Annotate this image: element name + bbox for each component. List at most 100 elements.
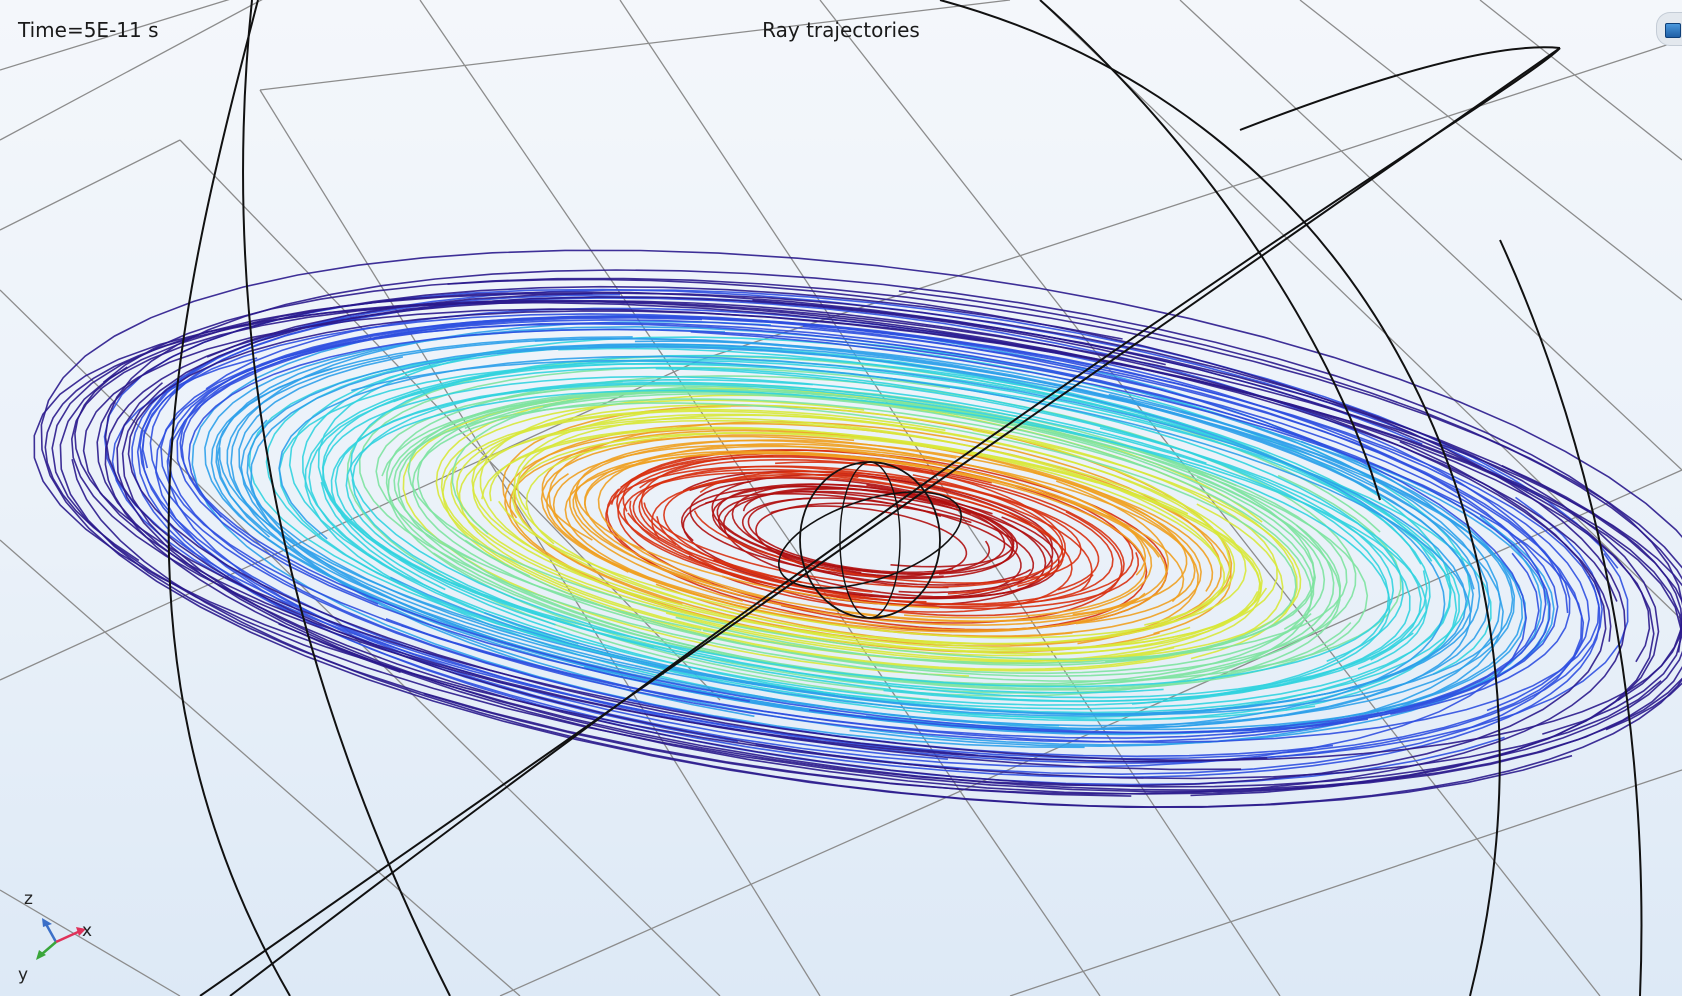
plot-title: Ray trajectories <box>762 18 920 42</box>
ray-trajectory <box>181 319 1571 715</box>
geometry-edge <box>229 47 1561 996</box>
ray-trajectory <box>70 300 1618 763</box>
ray-trajectory <box>351 378 1422 702</box>
ray-trajectory <box>407 388 1348 661</box>
ray-trajectory <box>141 313 1600 744</box>
ray-trajectory <box>204 328 1516 727</box>
geometry-edge <box>1239 46 1561 131</box>
ray-trajectory <box>393 402 1297 663</box>
ray-trajectory <box>574 480 1170 626</box>
x-arrow-head <box>76 927 86 936</box>
ray-trajectory <box>755 502 972 589</box>
grid-line <box>0 139 181 231</box>
ray-trajectory <box>397 389 1352 690</box>
ray-trajectory <box>127 310 1651 757</box>
ray-trajectory <box>583 445 1196 625</box>
ray-trajectory <box>82 308 1682 771</box>
z-axis-arrow <box>44 923 58 943</box>
grid-line <box>0 0 230 71</box>
x-axis-label: x <box>82 921 92 941</box>
grid-line <box>0 889 181 996</box>
ray-trajectory <box>44 299 1682 731</box>
ray-trajectory <box>440 399 1259 663</box>
grid-line <box>0 539 521 996</box>
geometry-edge <box>1499 239 1643 996</box>
ray-trajectory <box>471 404 1278 651</box>
ray-trajectory <box>96 285 1682 788</box>
grid-line <box>1299 0 1682 301</box>
ray-trajectory <box>176 321 1559 734</box>
ray-trajectory <box>345 389 1428 670</box>
ray-trajectory <box>682 490 1035 600</box>
ray-trajectory <box>546 449 1168 631</box>
ray-trajectory <box>381 391 1369 691</box>
view-navigation-icon <box>1665 23 1681 38</box>
ray-trajectory <box>330 383 1391 695</box>
ray-trajectory <box>617 455 1123 624</box>
ray-trajectory <box>387 390 1341 695</box>
grid-line <box>1039 0 1682 621</box>
grid-line <box>819 0 1601 996</box>
geometry-edge <box>167 0 291 996</box>
geometry-edge <box>1039 0 1381 501</box>
ray-trajectory <box>205 307 1547 743</box>
ray-trajectory <box>481 427 1262 663</box>
ray-trajectory <box>288 344 1428 706</box>
ray-trajectory <box>693 470 1082 584</box>
inner-sphere-edge <box>839 461 901 619</box>
ray-trajectory <box>747 497 954 574</box>
ray-trajectory <box>623 471 1058 603</box>
ray-trajectory <box>411 398 1312 675</box>
grid-line <box>1479 0 1682 161</box>
ray-trajectory <box>51 292 1682 793</box>
ray-trajectory <box>187 328 1551 735</box>
z-axis-label: z <box>24 889 33 909</box>
grid-line <box>259 0 1011 91</box>
ray-trajectory <box>597 443 1153 623</box>
ray-trajectory <box>716 483 1019 575</box>
time-label: Time=5E-11 s <box>18 18 159 42</box>
grid-line <box>0 289 721 996</box>
grid-line <box>1009 769 1682 996</box>
ray-trajectory <box>489 426 1225 645</box>
ray-trajectory <box>226 337 1475 676</box>
ray-trajectory <box>484 340 1481 715</box>
ray-trajectory <box>278 363 1492 721</box>
view-navigation-button[interactable] <box>1656 12 1682 46</box>
axis-orientation-triad: z x y <box>18 889 92 985</box>
y-axis-label: y <box>18 965 28 985</box>
ray-trajectory <box>663 473 1094 605</box>
grid-line <box>699 39 1682 361</box>
ray-trajectory <box>375 384 1317 665</box>
ray-trajectory <box>451 385 1316 667</box>
ray-trajectory <box>643 474 1064 588</box>
ray-trajectory <box>516 414 1236 626</box>
ray-trajectory <box>102 277 1682 791</box>
ray-trajectory <box>111 331 1585 760</box>
ray-trajectory <box>71 290 1682 808</box>
geometry-edges <box>167 0 1643 996</box>
ray-trajectory <box>40 249 1682 808</box>
grid-line <box>259 89 821 996</box>
ray-trajectory <box>731 483 1006 575</box>
ray-trajectory <box>513 422 1232 635</box>
y-axis-arrow <box>41 941 57 955</box>
geometry-edge <box>199 47 1561 996</box>
x-axis-arrow <box>55 930 79 944</box>
geometry-edge <box>242 0 451 996</box>
ray-trajectory <box>230 320 1543 746</box>
grid-line <box>1179 0 1682 471</box>
ray-trajectory <box>167 315 1591 744</box>
grid-line <box>419 0 1101 996</box>
y-arrow-head <box>36 950 46 960</box>
grid-line <box>0 0 263 141</box>
z-arrow-head <box>42 918 52 927</box>
ray-trajectory <box>638 465 1100 591</box>
ray-trajectory <box>248 347 1451 710</box>
grid-line <box>179 139 721 701</box>
ray-trajectory <box>568 439 1214 602</box>
ray-trajectories <box>33 249 1682 808</box>
ray-trajectory <box>640 454 1067 595</box>
